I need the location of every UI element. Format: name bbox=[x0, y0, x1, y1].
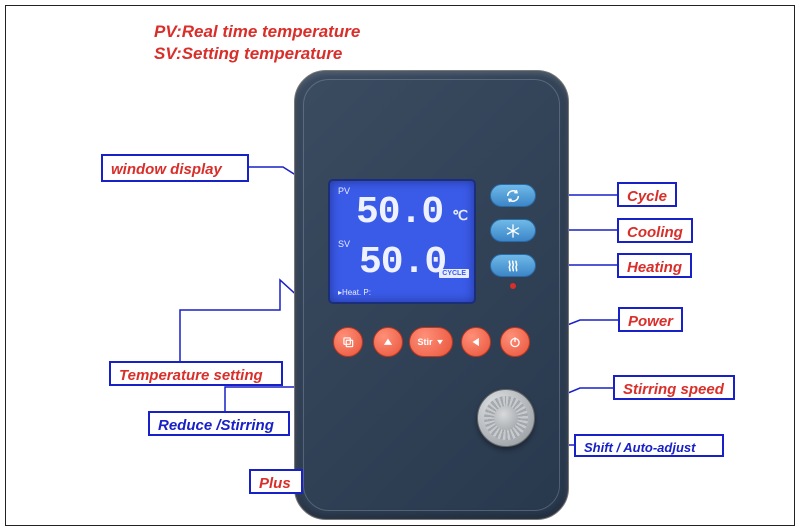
heat-p-label: ▸Heat. P: bbox=[338, 288, 371, 297]
header-pv: PV:Real time temperature bbox=[154, 22, 360, 42]
header-sv: SV:Setting temperature bbox=[154, 44, 342, 64]
heating-button[interactable] bbox=[490, 254, 536, 277]
stir-reduce-button[interactable]: Stir bbox=[409, 327, 453, 357]
pv-unit: ℃ bbox=[452, 207, 468, 224]
callout-temp_setting: Temperature setting bbox=[109, 361, 283, 386]
callout-cooling: Cooling bbox=[617, 218, 693, 243]
power-icon bbox=[508, 335, 522, 349]
cycle-icon bbox=[505, 188, 521, 204]
heating-indicator-dot bbox=[510, 283, 516, 289]
sv-label: SV bbox=[338, 239, 350, 249]
triangle-left-icon bbox=[469, 335, 483, 349]
pv-value: 50.0 bbox=[356, 191, 443, 234]
callout-plus: Plus bbox=[249, 469, 303, 494]
cooling-button[interactable] bbox=[490, 219, 536, 242]
temp-set-button[interactable] bbox=[333, 327, 363, 357]
pv-label: PV bbox=[338, 186, 350, 196]
lcd-display: PV 50.0 ℃ SV 50.0 CYCLE ▸Heat. P: bbox=[328, 179, 476, 304]
callout-reduce_stir: Reduce /Stirring bbox=[148, 411, 290, 436]
callout-power: Power bbox=[618, 307, 683, 332]
sv-value: 50.0 bbox=[359, 241, 446, 284]
callout-heating: Heating bbox=[617, 253, 692, 278]
callout-stirring_speed: Stirring speed bbox=[613, 375, 735, 400]
callout-window_display: window display bbox=[101, 154, 249, 182]
power-button[interactable] bbox=[500, 327, 530, 357]
cycle-button[interactable] bbox=[490, 184, 536, 207]
callout-cycle: Cycle bbox=[617, 182, 677, 207]
stir-label: Stir bbox=[417, 337, 432, 347]
heat-waves-icon bbox=[505, 258, 521, 274]
shift-button[interactable] bbox=[461, 327, 491, 357]
stirring-speed-knob[interactable] bbox=[477, 389, 535, 447]
triangle-down-icon bbox=[435, 337, 445, 347]
cycle-badge: CYCLE bbox=[439, 269, 469, 278]
control-panel: PV 50.0 ℃ SV 50.0 CYCLE ▸Heat. P: Stir bbox=[294, 70, 569, 520]
triangle-up-icon bbox=[381, 335, 395, 349]
callout-shift: Shift / Auto-adjust bbox=[574, 434, 724, 457]
snowflake-icon bbox=[505, 223, 521, 239]
layers-icon bbox=[341, 335, 355, 349]
plus-button[interactable] bbox=[373, 327, 403, 357]
